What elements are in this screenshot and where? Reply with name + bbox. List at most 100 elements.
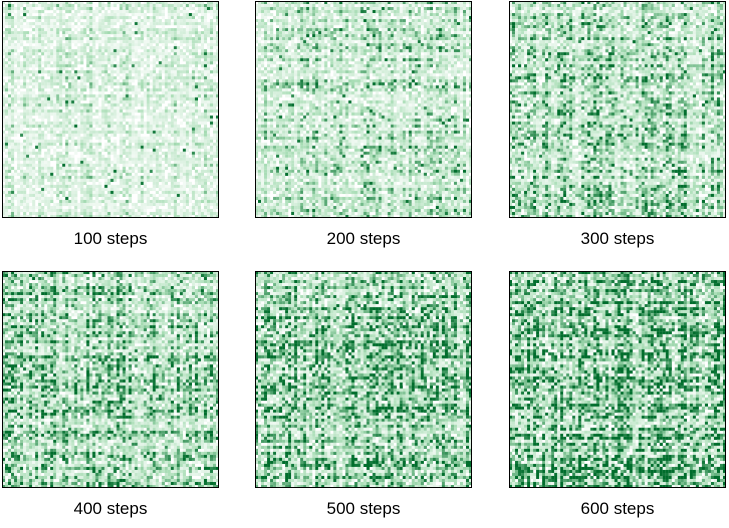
heatmap-cell — [179, 175, 183, 179]
heatmap-cell — [381, 7, 385, 11]
heatmap-cell — [200, 43, 205, 47]
heatmap-cell — [5, 82, 9, 86]
heatmap-cell — [53, 28, 57, 32]
heatmap-cell — [92, 178, 96, 182]
heatmap-cell — [450, 16, 455, 20]
heatmap-cell — [152, 37, 156, 41]
heatmap-cell — [98, 115, 102, 119]
heatmap-cell — [182, 202, 186, 207]
heatmap-cell — [17, 157, 21, 161]
heatmap-cell — [29, 109, 33, 113]
heatmap-cell — [167, 154, 171, 158]
heatmap-cell — [453, 10, 458, 14]
heatmap-cell — [456, 7, 461, 11]
heatmap-cell — [74, 82, 78, 86]
heatmap-cell — [95, 118, 99, 122]
heatmap-cell — [62, 1, 66, 5]
heatmap-cell — [119, 157, 123, 161]
heatmap-cell — [429, 7, 433, 11]
heatmap-cell — [134, 52, 138, 56]
heatmap-cell — [71, 31, 75, 35]
heatmap-cell — [194, 157, 198, 161]
heatmap-cell — [152, 142, 156, 146]
heatmap-cell — [282, 16, 286, 20]
heatmap-cell — [23, 25, 27, 29]
heatmap-cell — [104, 49, 108, 53]
heatmap-cell — [152, 4, 156, 8]
heatmap-cell — [20, 154, 24, 158]
heatmap-cell — [92, 37, 96, 41]
heatmap-cell — [161, 181, 165, 185]
heatmap-cell — [212, 121, 217, 125]
heatmap-cell — [167, 64, 171, 68]
heatmap-cell — [98, 46, 102, 50]
heatmap-cell — [47, 175, 51, 179]
heatmap-cell — [209, 19, 214, 23]
heatmap-cell — [23, 100, 27, 104]
heatmap-cell — [140, 175, 144, 179]
heatmap-cell — [8, 190, 12, 194]
heatmap-cell — [71, 133, 75, 137]
heatmap-cell — [101, 67, 105, 71]
heatmap-cell — [435, 10, 439, 14]
heatmap-cell — [2, 172, 6, 176]
heatmap-cell — [8, 64, 12, 68]
heatmap-cell — [167, 136, 171, 140]
heatmap-cell — [212, 52, 217, 56]
heatmap-cell — [116, 94, 120, 98]
heatmap-cell — [140, 115, 144, 119]
heatmap-cell — [155, 103, 159, 107]
heatmap-cell — [197, 118, 202, 122]
heatmap-cell — [29, 187, 33, 191]
heatmap-cell — [173, 136, 177, 140]
heatmap-cell — [134, 91, 138, 95]
heatmap-cell — [435, 22, 439, 26]
heatmap-cell — [182, 214, 186, 218]
heatmap-cell — [128, 163, 132, 167]
heatmap-cell — [300, 16, 304, 20]
heatmap-cell — [8, 151, 12, 155]
heatmap-cell — [125, 91, 129, 95]
heatmap-cell — [152, 34, 156, 38]
heatmap-cell — [261, 25, 265, 29]
heatmap-cell — [8, 103, 12, 107]
heatmap-cell — [191, 196, 195, 201]
heatmap-cell — [143, 205, 147, 210]
heatmap-cell — [465, 19, 470, 23]
heatmap-cell — [285, 16, 289, 20]
heatmap-cell — [215, 58, 219, 62]
heatmap-cell — [56, 136, 60, 140]
heatmap-cell — [176, 4, 180, 8]
heatmap-cell — [372, 4, 376, 8]
heatmap-cell — [89, 97, 93, 101]
heatmap-cell — [125, 28, 129, 32]
heatmap-cell — [68, 7, 72, 11]
heatmap-cell — [176, 115, 180, 119]
heatmap-cell — [279, 16, 283, 20]
heatmap-cell — [26, 136, 30, 140]
heatmap-cell — [176, 208, 180, 213]
heatmap-cell — [11, 115, 15, 119]
heatmap-cell — [20, 40, 24, 44]
heatmap-cell — [47, 112, 51, 116]
heatmap-cell — [167, 76, 171, 80]
heatmap-cell — [137, 139, 141, 143]
heatmap-cell — [321, 4, 325, 8]
heatmap-cell — [110, 193, 114, 197]
heatmap-cell — [182, 52, 186, 56]
heatmap-cell — [149, 94, 153, 98]
heatmap-cell — [50, 76, 54, 80]
heatmap-cell — [215, 64, 219, 68]
heatmap-cell — [38, 202, 42, 207]
heatmap-cell — [29, 58, 33, 62]
heatmap-cell — [98, 73, 102, 77]
heatmap-cell — [215, 148, 219, 152]
heatmap-cell — [188, 61, 192, 65]
heatmap-cell — [32, 70, 36, 74]
heatmap-cell — [65, 37, 69, 41]
heatmap-cell — [203, 193, 208, 197]
heatmap-cell — [17, 127, 21, 131]
heatmap-cell — [119, 124, 123, 128]
heatmap-cell — [56, 151, 60, 155]
heatmap-cell — [188, 37, 192, 41]
